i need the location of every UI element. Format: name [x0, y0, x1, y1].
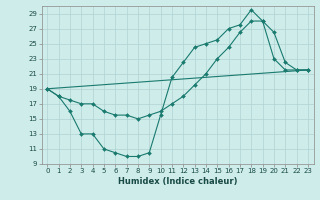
X-axis label: Humidex (Indice chaleur): Humidex (Indice chaleur) [118, 177, 237, 186]
